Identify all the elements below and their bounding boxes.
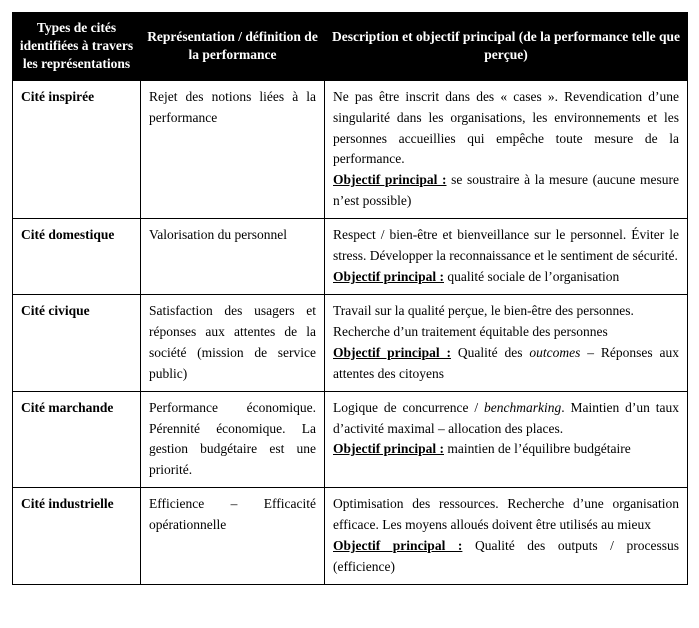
desc-text: Respect / bien-être et bienveillance sur… <box>333 227 679 263</box>
objective-label: Objectif principal : <box>333 172 446 187</box>
table-row: Cité civique Satisfaction des usagers et… <box>13 294 688 391</box>
table-row: Cité industrielle Efficience – Efficacit… <box>13 488 688 585</box>
cell-desc: Respect / bien-être et bienveillance sur… <box>325 219 688 295</box>
header-col2: Représentation / définition de la perfor… <box>141 13 325 81</box>
objective-label: Objectif principal : <box>333 269 444 284</box>
desc-text: Travail sur la qualité perçue, le bien-ê… <box>333 303 634 339</box>
desc-text-pre: Logique de concurrence / <box>333 400 484 415</box>
table-row: Cité inspirée Rejet des notions liées à … <box>13 80 688 219</box>
objective-label: Objectif principal : <box>333 538 462 553</box>
desc-text-italic: benchmarking <box>484 400 561 415</box>
cell-rep: Satisfaction des usagers et réponses aux… <box>141 294 325 391</box>
table-row: Cité marchande Performance économique. P… <box>13 391 688 488</box>
cell-type: Cité inspirée <box>13 80 141 219</box>
cell-desc: Travail sur la qualité perçue, le bien-ê… <box>325 294 688 391</box>
objective-label: Objectif principal : <box>333 441 444 456</box>
cell-rep: Rejet des notions liées à la performance <box>141 80 325 219</box>
header-col1: Types de cités identifiées à travers les… <box>13 13 141 81</box>
table-row: Cité domestique Valorisation du personne… <box>13 219 688 295</box>
cell-type: Cité marchande <box>13 391 141 488</box>
objective-text-italic: outcomes <box>529 345 580 360</box>
table-header-row: Types de cités identifiées à travers les… <box>13 13 688 81</box>
cell-type: Cité civique <box>13 294 141 391</box>
cell-type: Cité industrielle <box>13 488 141 585</box>
objective-text: maintien de l’équilibre budgétaire <box>444 441 631 456</box>
objective-label: Objectif principal : <box>333 345 451 360</box>
cell-desc: Optimisation des ressources. Recherche d… <box>325 488 688 585</box>
cell-type: Cité domestique <box>13 219 141 295</box>
cell-rep: Efficience – Efficacité opérationnelle <box>141 488 325 585</box>
objective-text-pre: Qualité des <box>451 345 529 360</box>
cell-desc: Ne pas être inscrit dans des « cases ». … <box>325 80 688 219</box>
cites-table: Types de cités identifiées à travers les… <box>12 12 688 585</box>
desc-text: Optimisation des ressources. Recherche d… <box>333 496 679 532</box>
objective-text: qualité sociale de l’organisation <box>444 269 619 284</box>
cell-rep: Performance économique. Pérennité économ… <box>141 391 325 488</box>
cell-desc: Logique de concurrence / benchmarking. M… <box>325 391 688 488</box>
cell-rep: Valorisation du personnel <box>141 219 325 295</box>
desc-text: Ne pas être inscrit dans des « cases ». … <box>333 89 679 167</box>
header-col3: Description et objectif principal (de la… <box>325 13 688 81</box>
